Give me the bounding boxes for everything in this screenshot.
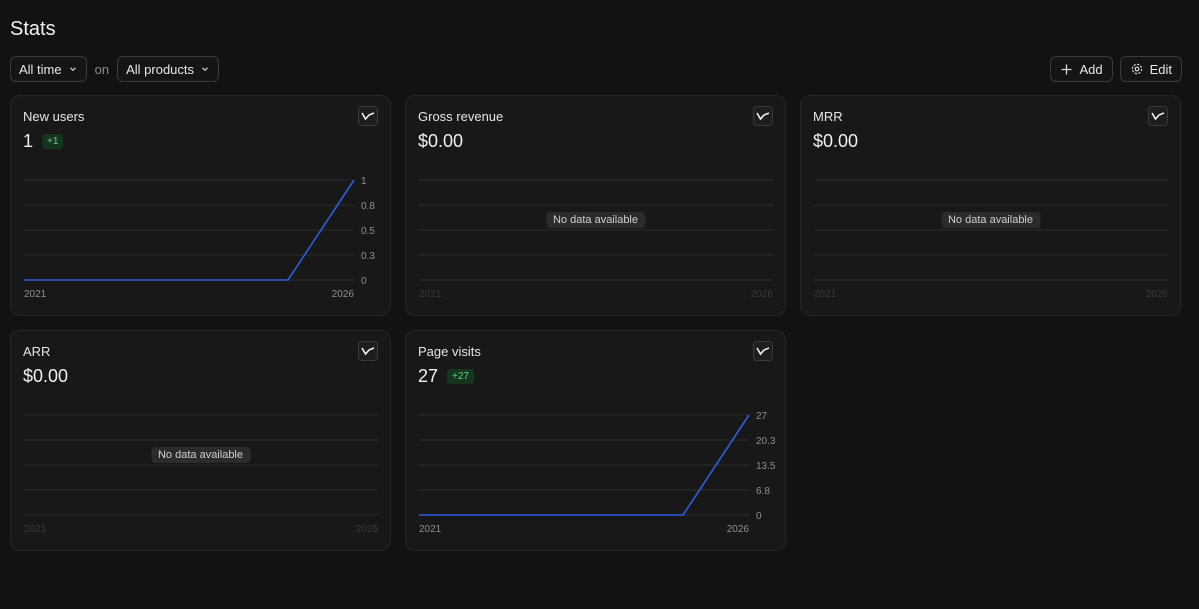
chart-type-icon[interactable] <box>358 106 378 126</box>
x-tick-label: 2026 <box>356 524 379 535</box>
chart-type-icon[interactable] <box>753 106 773 126</box>
x-tick-label: 2021 <box>419 524 442 535</box>
card-title: MRR <box>813 109 843 124</box>
stat-card-page-visits: Page visits 27 +27 0 6.8 13.5 20.3 27 2021 202… <box>405 330 786 551</box>
stat-card-mrr: MRR $0.00 2021 2026 No data available <box>800 95 1181 316</box>
edit-button[interactable]: Edit <box>1119 56 1182 82</box>
toolbar: Add Edit <box>1050 56 1182 82</box>
add-button[interactable]: Add <box>1050 56 1113 82</box>
card-value-row: $0.00 <box>418 131 463 152</box>
series-line <box>24 179 355 281</box>
x-tick-label: 2026 <box>332 289 355 300</box>
y-tick-label: 0.3 <box>361 251 375 262</box>
line-chart: 0 6.8 13.5 20.3 27 2021 2026 <box>419 411 776 535</box>
chart-type-icon[interactable] <box>753 341 773 361</box>
filter-connector: on <box>94 61 110 77</box>
page-title: Stats <box>10 18 56 40</box>
edit-button-label: Edit <box>1149 61 1172 77</box>
card-title: ARR <box>23 344 51 359</box>
line-chart: 2021 2026 <box>24 414 379 535</box>
card-title: Gross revenue <box>418 109 504 124</box>
card-value-row: $0.00 <box>23 366 68 387</box>
x-tick-label: 2026 <box>727 524 750 535</box>
line-chart: 2021 2026 <box>419 179 774 300</box>
card-value: $0.00 <box>23 366 69 386</box>
x-tick-label: 2021 <box>419 289 442 300</box>
y-tick-label: 0 <box>756 511 762 522</box>
stat-card-gross-revenue: Gross revenue $0.00 2021 2026 No data ava… <box>405 95 786 316</box>
line-chart: 0 0.3 0.5 0.8 1 2021 2026 <box>24 176 375 300</box>
chevron-down-icon <box>69 67 76 72</box>
add-button-label: Add <box>1079 61 1103 77</box>
change-badge: +1 <box>42 134 64 149</box>
gear-icon <box>1131 63 1142 75</box>
y-tick-label: 0 <box>361 276 367 287</box>
series-line <box>419 414 750 516</box>
x-tick-label: 2021 <box>814 289 837 300</box>
chart-type-icon[interactable] <box>1148 106 1168 126</box>
y-tick-label: 6.8 <box>756 486 770 497</box>
products-label: All products <box>126 61 195 77</box>
card-title: New users <box>23 109 85 124</box>
card-value: $0.00 <box>813 131 859 151</box>
filter-bar: All time on All products <box>10 56 220 82</box>
card-value: 27 <box>418 366 439 386</box>
no-data-label: No data available <box>940 212 1041 228</box>
time-range-dropdown[interactable]: All time <box>10 56 87 82</box>
time-range-label: All time <box>19 61 62 77</box>
x-tick-label: 2021 <box>24 524 47 535</box>
y-tick-label: 1 <box>361 176 367 187</box>
x-tick-label: 2021 <box>24 289 47 300</box>
card-value: 1 <box>23 131 34 151</box>
card-value-row: 1 +1 <box>23 131 64 152</box>
no-data-label: No data available <box>150 447 251 463</box>
x-tick-label: 2026 <box>1146 289 1169 300</box>
card-title: Page visits <box>418 344 481 359</box>
card-value-row: $0.00 <box>813 131 858 152</box>
card-value: $0.00 <box>418 131 464 151</box>
line-chart: 2021 2026 <box>814 179 1169 300</box>
stat-card-arr: ARR $0.00 2021 2026 No data available <box>10 330 391 551</box>
stat-card-new-users: New users 1 +1 0 0.3 0.5 0.8 1 2021 2026 <box>10 95 391 316</box>
chart-type-icon[interactable] <box>358 341 378 361</box>
plus-icon <box>1061 64 1072 74</box>
y-tick-label: 13.5 <box>756 461 776 472</box>
x-tick-label: 2026 <box>751 289 774 300</box>
y-tick-label: 20.3 <box>756 436 776 447</box>
products-dropdown[interactable]: All products <box>117 56 220 82</box>
y-tick-label: 0.5 <box>361 226 375 237</box>
card-value-row: 27 +27 <box>418 366 474 387</box>
y-tick-label: 0.8 <box>361 201 375 212</box>
change-badge: +27 <box>447 369 474 384</box>
no-data-label: No data available <box>545 212 646 228</box>
y-tick-label: 27 <box>756 411 768 422</box>
chevron-down-icon <box>202 67 208 72</box>
